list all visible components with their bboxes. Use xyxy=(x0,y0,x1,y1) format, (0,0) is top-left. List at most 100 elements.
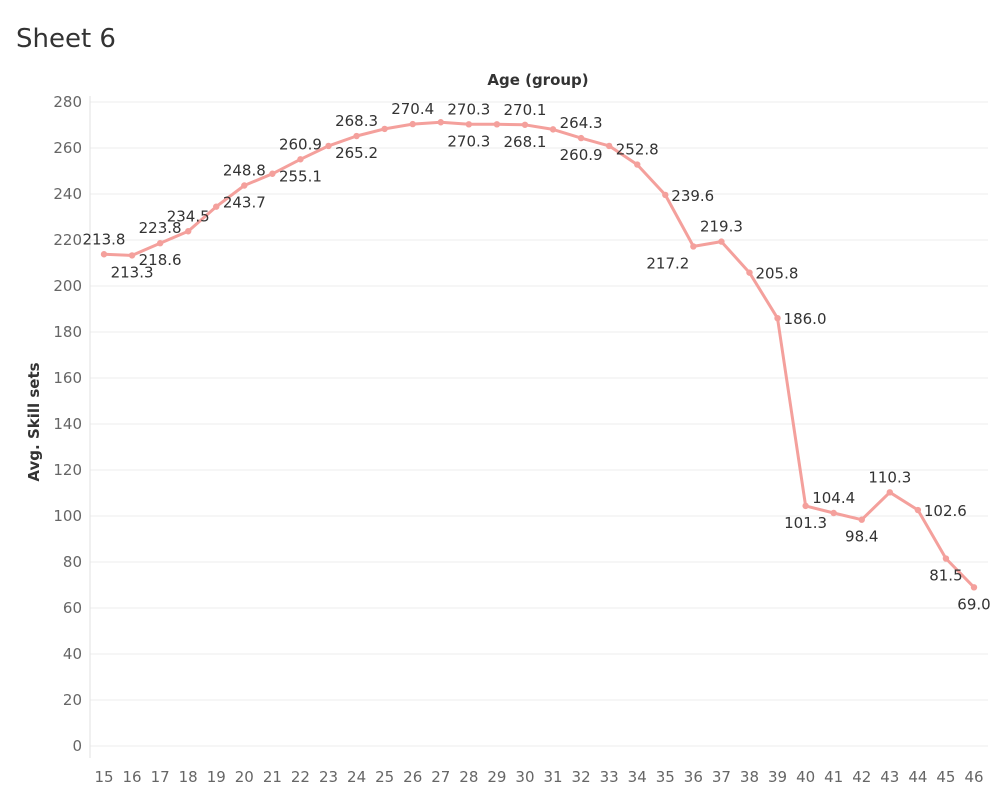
x-tick-label: 43 xyxy=(880,768,899,786)
x-tick-label: 15 xyxy=(94,768,113,786)
data-label: 270.3 xyxy=(447,132,490,150)
y-tick-label: 40 xyxy=(63,645,82,663)
x-tick-label: 31 xyxy=(543,768,562,786)
data-point xyxy=(156,240,164,247)
data-point xyxy=(128,252,136,259)
x-tick-label: 45 xyxy=(936,768,955,786)
y-tick-label: 260 xyxy=(53,139,82,157)
x-tick-label: 46 xyxy=(964,768,983,786)
data-label: 186.0 xyxy=(784,310,827,328)
data-label: 270.3 xyxy=(447,100,490,118)
y-tick-label: 80 xyxy=(63,553,82,571)
y-tick-label: 240 xyxy=(53,185,82,203)
data-point xyxy=(634,161,641,168)
y-tick-label: 20 xyxy=(63,691,82,709)
data-point xyxy=(746,269,753,276)
data-point xyxy=(662,191,669,199)
data-point xyxy=(297,156,304,163)
data-point xyxy=(886,489,894,496)
x-tick-label: 17 xyxy=(151,768,170,786)
data-label: 101.3 xyxy=(784,514,827,532)
data-label: 234.5 xyxy=(167,207,210,225)
y-axis-title: Avg. Skill sets xyxy=(25,362,43,481)
x-tick-label: 42 xyxy=(852,768,871,786)
x-tick-label: 16 xyxy=(123,768,142,786)
x-axis-ticks: 15 16 17 18 19 20 21 22 23 24 25 26 27 28 29 30 31 32 33 34… xyxy=(94,768,983,786)
data-point xyxy=(802,502,809,510)
data-label: 213.3 xyxy=(111,263,154,281)
data-point xyxy=(465,121,473,128)
y-tick-label: 120 xyxy=(53,461,82,479)
data-point xyxy=(718,238,725,245)
data-points xyxy=(100,119,978,591)
sheet-title: Sheet 6 xyxy=(16,24,116,54)
data-point xyxy=(605,142,613,150)
data-point xyxy=(325,142,332,150)
x-tick-label: 39 xyxy=(768,768,787,786)
data-point xyxy=(213,203,220,210)
y-tick-label: 0 xyxy=(72,737,82,755)
x-tick-label: 22 xyxy=(291,768,310,786)
data-point xyxy=(970,584,978,591)
data-point xyxy=(549,126,557,133)
y-axis-ticks: 0 20 40 60 80 100 120 140 160 180 200 220 240 260 280 xyxy=(53,93,82,755)
x-tick-label: 18 xyxy=(179,768,198,786)
data-label: 270.4 xyxy=(391,100,434,118)
x-tick-label: 29 xyxy=(487,768,506,786)
data-point xyxy=(241,182,248,189)
data-label: 264.3 xyxy=(560,114,603,132)
data-label: 248.8 xyxy=(223,161,266,179)
x-tick-label: 21 xyxy=(263,768,282,786)
data-label: 69.0 xyxy=(957,595,990,613)
data-label: 81.5 xyxy=(929,567,962,585)
data-label: 219.3 xyxy=(700,218,743,236)
data-point xyxy=(353,132,360,140)
data-point xyxy=(774,315,781,322)
y-tick-label: 180 xyxy=(53,323,82,341)
data-point xyxy=(858,516,865,523)
data-label: 265.2 xyxy=(335,144,378,162)
x-tick-label: 24 xyxy=(347,768,366,786)
data-label: 270.1 xyxy=(503,101,546,119)
data-point xyxy=(690,243,697,250)
x-tick-label: 38 xyxy=(740,768,759,786)
x-tick-label: 41 xyxy=(824,768,843,786)
y-tick-label: 200 xyxy=(53,277,82,295)
x-tick-label: 37 xyxy=(712,768,731,786)
data-point xyxy=(521,121,529,128)
data-label: 239.6 xyxy=(671,187,714,205)
data-label: 217.2 xyxy=(646,254,689,272)
x-tick-label: 33 xyxy=(600,768,619,786)
data-point xyxy=(437,119,444,126)
data-label: 102.6 xyxy=(924,502,967,520)
data-label: 243.7 xyxy=(223,193,266,211)
x-tick-label: 30 xyxy=(515,768,534,786)
data-label: 213.8 xyxy=(83,230,126,248)
x-tick-label: 40 xyxy=(796,768,815,786)
data-point xyxy=(914,506,922,514)
x-tick-label: 28 xyxy=(459,768,478,786)
x-tick-label: 36 xyxy=(684,768,703,786)
y-tick-label: 60 xyxy=(63,599,82,617)
y-tick-label: 280 xyxy=(53,93,82,111)
x-tick-label: 19 xyxy=(207,768,226,786)
x-tick-label: 26 xyxy=(403,768,422,786)
data-label: 98.4 xyxy=(845,528,878,546)
data-point xyxy=(100,251,108,258)
data-label: 260.9 xyxy=(560,146,603,164)
data-label: 110.3 xyxy=(868,468,911,486)
x-tick-label: 44 xyxy=(908,768,927,786)
x-tick-label: 35 xyxy=(656,768,675,786)
data-label: 218.6 xyxy=(139,251,182,269)
gridlines xyxy=(89,96,988,758)
x-axis-title: Age (group) xyxy=(487,71,588,89)
x-tick-label: 20 xyxy=(235,768,254,786)
x-tick-label: 32 xyxy=(572,768,591,786)
data-point xyxy=(269,170,276,177)
data-label: 104.4 xyxy=(812,489,855,507)
data-point xyxy=(184,228,192,235)
data-label: 260.9 xyxy=(279,135,322,153)
data-label: 205.8 xyxy=(755,265,798,283)
